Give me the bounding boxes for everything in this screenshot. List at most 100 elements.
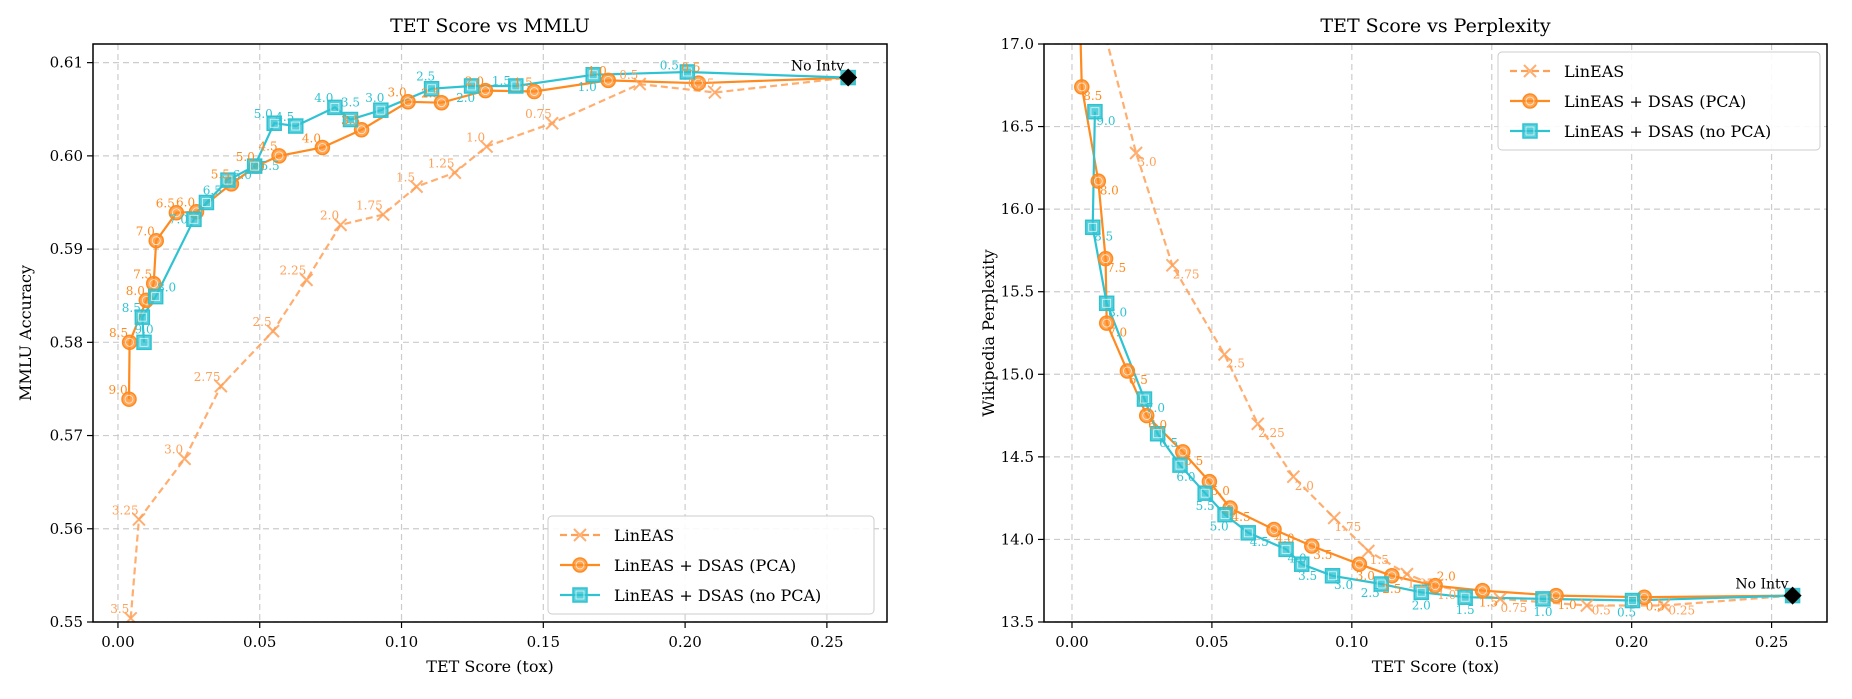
- data-label: 1.25: [1407, 576, 1434, 590]
- data-label: 3.0: [388, 86, 407, 100]
- data-point-ring: [1175, 460, 1185, 470]
- legend: LinEAS LinEAS + DSAS (PCA) LinEAS + DSAS (…: [1497, 51, 1821, 151]
- data-point: [1138, 407, 1155, 424]
- data-point-ring: [137, 312, 147, 322]
- data-point: [1119, 363, 1136, 379]
- data-point: [1090, 173, 1107, 189]
- data-point-ring: [1551, 591, 1561, 600]
- data-point: [134, 309, 151, 325]
- y-tick-label: 0.58: [50, 333, 83, 351]
- data-label: 4.0: [1276, 532, 1295, 546]
- data-label: 0.75: [1501, 601, 1528, 615]
- legend-box: [547, 515, 875, 615]
- data-point-ring: [1297, 559, 1307, 569]
- x-tick-label: 0.15: [1475, 633, 1508, 651]
- data-point: [1074, 79, 1090, 95]
- data-label: 7.0: [136, 225, 155, 239]
- data-label: 4.0: [314, 91, 333, 105]
- data-point: [1084, 219, 1101, 236]
- data-point: [479, 139, 494, 154]
- data-point-ring: [330, 102, 340, 112]
- legend-marker-ring: [1525, 126, 1535, 136]
- data-label: 0.5: [1592, 604, 1611, 618]
- y-tick-label: 16.0: [1001, 200, 1034, 218]
- data-point-ring: [1122, 366, 1132, 376]
- data-point-ring: [346, 115, 355, 124]
- data-point: [214, 379, 228, 393]
- data-point: [1278, 541, 1294, 558]
- data-point: [1286, 469, 1301, 484]
- data-point-ring: [481, 86, 490, 96]
- y-tick-label: 15.5: [1001, 283, 1034, 301]
- y-tick-label: 16.5: [1001, 118, 1034, 136]
- data-point-ring: [171, 208, 181, 218]
- data-point: [1087, 103, 1103, 120]
- data-label: 1.0: [1533, 605, 1552, 619]
- mmlu-chart: 0.00 0.05 0.10 0.15 0.20 0.250.550.560.570.58…: [16, 15, 888, 676]
- data-label: 3.0: [1334, 578, 1353, 592]
- data-point-ring: [139, 337, 149, 347]
- data-label: 3.5: [341, 96, 360, 110]
- data-label: 8.5: [109, 326, 128, 340]
- series-line-2: [1091, 111, 1793, 602]
- series-markers: [1074, 79, 1801, 613]
- data-label: 6.5: [203, 184, 222, 198]
- plot-area: [121, 64, 856, 622]
- data-point: [299, 273, 314, 287]
- data-label: 0.25: [688, 76, 715, 90]
- series-markers: [121, 64, 856, 622]
- data-label: 1.75: [1335, 520, 1362, 534]
- legend-marker: [573, 528, 587, 542]
- data-label: 2.0: [1437, 570, 1456, 584]
- data-label: 5.5: [211, 168, 230, 182]
- data-label: 3.25: [112, 503, 139, 517]
- legend-label: LinEAS: [1564, 62, 1624, 81]
- data-label: 1.0: [466, 130, 485, 144]
- data-point: [1098, 295, 1115, 312]
- data-label: 2.5: [1226, 357, 1245, 371]
- data-point: [288, 118, 304, 134]
- data-label: 4.0: [302, 131, 321, 145]
- data-point: [186, 211, 202, 228]
- data-point-ring: [467, 81, 476, 91]
- data-label: 2.75: [194, 370, 221, 384]
- data-label: 8.0: [1100, 183, 1119, 197]
- data-label: 8.0: [157, 280, 176, 294]
- data-point-ring: [376, 105, 386, 115]
- data-point-ring: [1090, 107, 1100, 117]
- data-label: 4.5: [1250, 535, 1269, 549]
- data-point: [342, 111, 359, 128]
- legend-marker-ring: [575, 560, 585, 570]
- legend-label: LinEAS: [614, 526, 674, 545]
- legend-box: [1497, 51, 1821, 151]
- data-point-ring: [1178, 447, 1188, 457]
- legend: LinEAS LinEAS + DSAS (PCA) LinEAS + DSAS (…: [547, 515, 875, 615]
- legend-marker: [572, 557, 588, 573]
- data-point: [1400, 567, 1414, 581]
- data-point: [1304, 538, 1320, 554]
- data-point-ring: [403, 97, 413, 107]
- data-point: [1373, 576, 1389, 592]
- data-point-ring: [1102, 318, 1112, 328]
- data-point: [266, 115, 282, 131]
- y-tick-label: 0.55: [50, 613, 83, 631]
- data-label: 5.5: [1196, 499, 1215, 513]
- data-point-ring: [318, 143, 327, 152]
- data-label: 2.0: [456, 91, 475, 105]
- data-point: [1324, 568, 1341, 584]
- chart-title: TET Score vs MMLU: [390, 15, 590, 37]
- data-point-ring: [1200, 488, 1210, 498]
- data-label: 2.5: [416, 70, 435, 84]
- data-label: 1.5: [396, 170, 415, 184]
- data-label: 3.0: [1356, 569, 1375, 583]
- data-label: 2.75: [1173, 268, 1200, 282]
- data-label: 2.5: [421, 87, 440, 101]
- data-label: 4.5: [1232, 510, 1251, 524]
- data-point: [136, 334, 152, 351]
- data-point: [327, 99, 343, 116]
- y-tick-label: 0.56: [50, 520, 83, 538]
- data-point-ring: [1430, 581, 1440, 591]
- y-axis-label: Wikipedia Perplexity: [979, 249, 998, 416]
- data-point: [708, 85, 722, 100]
- data-point: [147, 288, 164, 305]
